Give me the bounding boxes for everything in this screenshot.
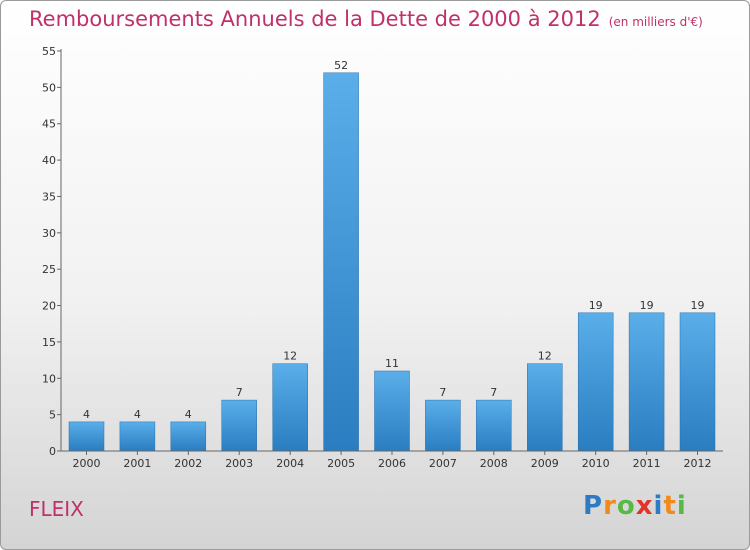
value-label-2000: 4 [83, 408, 90, 421]
y-tick-label: 45 [42, 118, 56, 131]
x-tick-label-2000: 2000 [73, 457, 101, 470]
chart-title: Remboursements Annuels de la Dette de 20… [29, 7, 703, 31]
value-label-2004: 12 [283, 350, 297, 363]
value-label-2012: 19 [691, 299, 705, 312]
bar-2012 [679, 312, 716, 452]
bar-2010 [577, 312, 614, 452]
bar-2004 [272, 363, 308, 452]
y-tick-label: 30 [42, 227, 56, 240]
y-tick-label: 35 [42, 190, 56, 203]
y-tick-label: 20 [42, 300, 56, 313]
chart-title-text: Remboursements Annuels de la Dette de 20… [29, 7, 601, 31]
x-tick-label-2008: 2008 [480, 457, 508, 470]
y-tick-label: 10 [42, 372, 56, 385]
bars-group: 4 4 4 7 12 52 11 7 7 12 19 19 19 [68, 59, 716, 452]
x-tick-label-2007: 2007 [429, 457, 457, 470]
logo-letter: i [653, 491, 664, 521]
x-tick-label-2010: 2010 [582, 457, 610, 470]
bar-2007 [425, 399, 461, 452]
bar-2005 [323, 72, 359, 452]
value-label-2003: 7 [236, 386, 243, 399]
y-tick-label: 0 [49, 445, 56, 458]
value-label-2009: 12 [538, 350, 552, 363]
x-tick-label-2011: 2011 [633, 457, 661, 470]
x-tick-label-2012: 2012 [684, 457, 712, 470]
y-tick-label: 55 [42, 45, 56, 58]
logo-letter: i [676, 491, 687, 521]
x-tick-label-2005: 2005 [327, 457, 355, 470]
bar-2011 [628, 312, 665, 452]
value-label-2008: 7 [490, 386, 497, 399]
logo-letter: x [635, 491, 654, 521]
value-label-2001: 4 [134, 408, 141, 421]
x-tick-label-2009: 2009 [531, 457, 559, 470]
x-tick-label-2003: 2003 [225, 457, 253, 470]
x-tick-label-2002: 2002 [174, 457, 202, 470]
logo-letter: P [583, 491, 604, 521]
bar-2000 [68, 421, 105, 452]
logo-letter: t [663, 491, 677, 521]
value-label-2006: 11 [385, 357, 399, 370]
y-tick-label: 5 [49, 409, 56, 422]
x-tick-label-2006: 2006 [378, 457, 406, 470]
x-tick-label-2001: 2001 [123, 457, 151, 470]
value-label-2011: 19 [640, 299, 654, 312]
proxiti-logo: Proxiti [583, 491, 687, 521]
bar-2008 [476, 399, 512, 452]
bar-2002 [170, 421, 207, 452]
bar-2006 [374, 370, 410, 452]
value-label-2005: 52 [334, 59, 348, 72]
y-tick-label: 15 [42, 336, 56, 349]
bar-2001 [119, 421, 156, 452]
commune-name: FLEIX [29, 497, 84, 521]
logo-letter: o [616, 491, 636, 521]
value-label-2007: 7 [439, 386, 446, 399]
bar-2003 [221, 399, 257, 452]
value-label-2002: 4 [185, 408, 192, 421]
value-label-2010: 19 [589, 299, 603, 312]
logo-letter: r [603, 491, 617, 521]
y-tick-label: 50 [42, 81, 56, 94]
unit-note: (en milliers d'€) [608, 15, 703, 29]
x-tick-label-2004: 2004 [276, 457, 304, 470]
bar-2009 [527, 363, 563, 452]
axes-group: 0 5 10 15 20 25 30 35 40 45 50 55 2000 2001 2002 2003 20… [42, 45, 723, 470]
y-tick-label: 25 [42, 263, 56, 276]
y-tick-label: 40 [42, 154, 56, 167]
